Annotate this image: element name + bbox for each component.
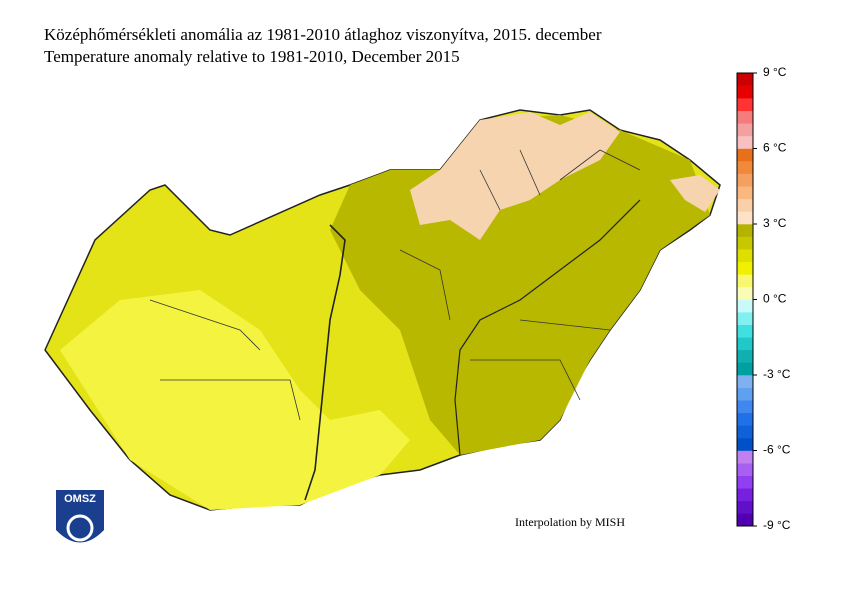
colorbar-segment: [737, 85, 753, 99]
colorbar-segment: [737, 362, 753, 376]
logo-swirl: [66, 514, 94, 542]
colorbar-label: -6 °C: [763, 443, 791, 457]
colorbar-segment: [737, 286, 753, 300]
colorbar-segment: [737, 425, 753, 439]
colorbar-segment: [737, 437, 753, 451]
colorbar-segment: [737, 73, 753, 86]
colorbar-segment: [737, 400, 753, 414]
cool-zone: [60, 290, 410, 510]
colorbar-segment: [737, 488, 753, 502]
colorbar-segment: [737, 224, 753, 237]
colorbar-segment: [737, 236, 753, 250]
colorbar-label: 0 °C: [763, 292, 787, 306]
colorbar-label: -3 °C: [763, 367, 791, 381]
colorbar-segment: [737, 299, 753, 313]
colorbar-segment: [737, 337, 753, 351]
colorbar-segment: [737, 261, 753, 275]
hot-zone: [410, 112, 620, 240]
colorbar-segment: [737, 110, 753, 124]
hot-zone-east: [670, 175, 720, 212]
colorbar: 9 °C 6 °C 3 °C 0 °C -3 °C -6 °C -9 °C: [736, 65, 791, 532]
colorbar-segment: [737, 198, 753, 212]
colorbar-label: 3 °C: [763, 216, 787, 230]
colorbar-segment: [737, 463, 753, 476]
hungary-map: [44, 109, 721, 511]
colorbar-segment: [737, 475, 753, 489]
credit: Interpolation by MISH: [515, 515, 625, 529]
colorbar-segment: [737, 274, 753, 288]
colorbar-segment: [737, 387, 753, 401]
subtitle: Temperature anomaly relative to 1981-201…: [44, 47, 460, 66]
county-lines: [149, 149, 641, 421]
colorbar-segment: [737, 324, 753, 338]
colorbar-segment: [737, 135, 753, 149]
colorbar-segment: [737, 349, 753, 363]
colorbar-segment: [737, 186, 753, 200]
danube: [304, 224, 346, 501]
colorbar-segment: [737, 123, 753, 137]
colorbar-segment: [737, 513, 753, 527]
colorbar-segment: [737, 375, 753, 388]
omsz-logo: OMSZ: [56, 490, 104, 543]
colorbar-segment: [737, 450, 753, 464]
colorbar-segment: [737, 249, 753, 263]
colorbar-segment: [737, 211, 753, 225]
colorbar-segment: [737, 161, 753, 174]
colorbar-label: 6 °C: [763, 141, 787, 155]
colorbar-segment: [737, 412, 753, 426]
colorbar-segment: [737, 173, 753, 187]
colorbar-segment: [737, 312, 753, 325]
colorbar-segment: [737, 98, 753, 112]
colorbar-segment: [737, 148, 753, 162]
colorbar-label: 9 °C: [763, 65, 787, 79]
tisza: [454, 199, 641, 456]
colorbar-segment: [737, 500, 753, 514]
title: Középhőmérsékleti anomália az 1981-2010 …: [44, 25, 602, 44]
colorbar-label: -9 °C: [763, 518, 791, 532]
logo-text: OMSZ: [64, 493, 96, 505]
